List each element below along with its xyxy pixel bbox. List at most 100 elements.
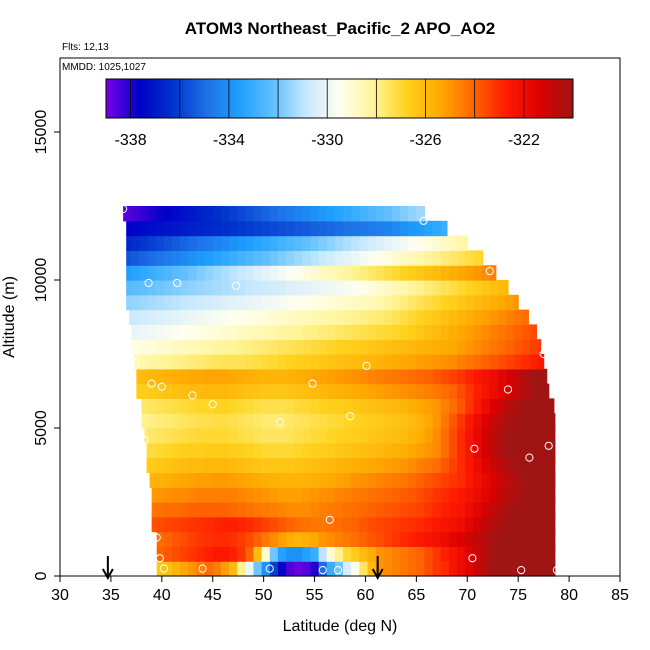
heatmap-cell [375, 546, 385, 562]
heatmap-cell [237, 561, 246, 577]
heatmap-cell [359, 428, 369, 444]
heatmap-cell [424, 516, 434, 533]
y-tick-label: 15000 [33, 110, 50, 155]
heatmap-cell [343, 516, 352, 533]
heatmap-cell [522, 339, 531, 355]
heatmap-cell [351, 235, 360, 251]
heatmap-cell [229, 516, 238, 533]
heatmap-cell [432, 561, 442, 577]
heatmap-cell [457, 265, 466, 281]
heatmap-cell [163, 472, 173, 488]
heatmap-cell [391, 502, 401, 518]
heatmap-cell [457, 339, 466, 355]
heatmap-cell [261, 502, 271, 518]
heatmap-cell [359, 413, 369, 429]
heatmap-cell [489, 502, 499, 518]
heatmap-cell [481, 502, 491, 518]
heatmap-cell [522, 472, 531, 488]
heatmap-cell [155, 398, 165, 414]
heatmap-cell [302, 442, 312, 459]
heatmap-cell [245, 368, 255, 385]
heatmap-cell [367, 206, 377, 222]
heatmap-cell [367, 339, 377, 355]
heatmap-cell [188, 428, 198, 444]
heatmap-cell [253, 457, 263, 473]
heatmap-cell [546, 383, 550, 399]
heatmap-cell [383, 546, 393, 562]
heatmap-cell [229, 502, 238, 518]
heatmap-cell [497, 339, 507, 355]
heatmap-cell [481, 339, 491, 355]
heatmap-cell [229, 354, 238, 370]
heatmap-cell [432, 428, 442, 444]
heatmap-cell [269, 265, 279, 281]
heatmap-cell [204, 220, 214, 237]
heatmap-cell [416, 428, 426, 444]
heatmap-cell [212, 442, 222, 459]
heatmap-cell [497, 531, 507, 547]
heatmap-cell [229, 250, 238, 266]
heatmap-cell [326, 428, 336, 444]
heatmap-cell [432, 487, 442, 503]
heatmap-cell [432, 531, 442, 547]
heatmap-cell [440, 487, 450, 503]
heatmap-cell [229, 309, 238, 325]
heatmap-cell [212, 206, 222, 222]
heatmap-cell [204, 487, 214, 503]
heatmap-cell [172, 398, 181, 414]
heatmap-cell [245, 265, 255, 281]
heatmap-cell [180, 398, 189, 414]
heatmap-cell [424, 442, 434, 459]
heatmap-cell [302, 472, 312, 488]
heatmap-cell [155, 368, 165, 385]
sample-point [346, 412, 355, 421]
heatmap-cell [359, 531, 369, 547]
heatmap-cell [538, 516, 548, 533]
heatmap-cell [155, 354, 165, 370]
heatmap-cell [465, 383, 474, 399]
heatmap-cell [326, 250, 336, 266]
heatmap-cell [302, 561, 312, 577]
heatmap-cell [172, 502, 181, 518]
colorbar-dividers [130, 79, 525, 118]
heatmap-cell [432, 354, 442, 370]
heatmap-cell [538, 472, 548, 488]
heatmap-cell [196, 309, 206, 325]
heatmap-cell [391, 280, 401, 296]
heatmap-cell [416, 487, 426, 503]
heatmap-cell [155, 235, 165, 251]
heatmap-cell [514, 516, 523, 533]
heatmap-cell [473, 309, 483, 325]
heatmap-cell [310, 280, 320, 296]
heatmap-cell [302, 339, 312, 355]
heatmap-cell [481, 428, 491, 444]
heatmap-cell [180, 428, 189, 444]
heatmap-cell [400, 235, 409, 251]
heatmap-cell [400, 324, 409, 340]
heatmap-cell [229, 561, 238, 577]
heatmap-cell [147, 413, 157, 429]
heatmap-cell [139, 265, 149, 281]
heatmap-cell [481, 413, 491, 429]
heatmap-cell [457, 280, 466, 296]
heatmap-cell [473, 354, 483, 370]
x-tick-label: 80 [560, 587, 578, 604]
heatmap-cell [196, 472, 206, 488]
heatmap-cell [416, 413, 426, 429]
heatmap-cell [391, 398, 401, 414]
x-tick-label: 55 [306, 587, 324, 604]
heatmap-cell [481, 516, 491, 533]
heatmap-cell [538, 531, 548, 547]
heatmap-cell [172, 487, 181, 503]
heatmap-cell [440, 235, 450, 251]
heatmap-cell [245, 294, 255, 311]
heatmap-cell [343, 442, 352, 459]
heatmap-cell [212, 235, 222, 251]
heatmap-cell [277, 398, 287, 414]
heatmap-cell [286, 413, 295, 429]
heatmap-cell [286, 398, 295, 414]
heatmap-cell [163, 220, 173, 237]
heatmap-cell [147, 324, 157, 340]
heatmap-cell [538, 428, 548, 444]
heatmap-cell [391, 383, 401, 399]
